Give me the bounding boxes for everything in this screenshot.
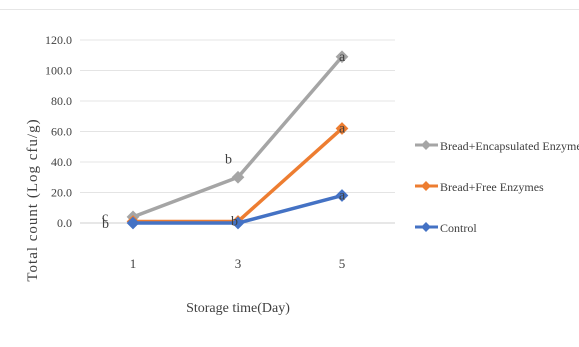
data-point-marker [335, 122, 349, 135]
data-point-marker [231, 170, 245, 184]
significance-label: c [102, 210, 108, 225]
y-tick-label: 80.0 [51, 94, 72, 108]
data-point-marker [231, 216, 245, 230]
legend-label: Bread+Encapsulated Enzymes [440, 139, 579, 153]
significance-label: a [339, 189, 346, 204]
y-tick-label: 20.0 [51, 186, 72, 200]
legend-swatch-marker [421, 181, 431, 191]
y-tick-label: 100.0 [45, 64, 72, 78]
y-tick-label: 0.0 [57, 216, 72, 230]
data-point-marker [335, 50, 349, 64]
y-tick-label: 40.0 [51, 155, 72, 169]
x-tick-label: 3 [235, 256, 242, 271]
y-axis-title: Total count (Log cfu/g) [25, 118, 41, 281]
legend-label: Control [440, 221, 477, 235]
data-point-marker [335, 189, 349, 202]
data-point-marker [126, 216, 140, 230]
significance-label: a [339, 121, 346, 136]
top-border [0, 9, 579, 10]
legend-swatch-marker [421, 140, 431, 150]
x-tick-label: 5 [339, 256, 346, 271]
significance-label: a [339, 50, 346, 65]
significance-label: b [225, 152, 232, 167]
legend-swatch-marker [421, 222, 431, 232]
x-tick-label: 1 [130, 256, 137, 271]
legend-label: Bread+Free Enzymes [440, 180, 544, 194]
significance-label: b [102, 217, 109, 232]
y-tick-label: 60.0 [51, 125, 72, 139]
significance-label: b [231, 214, 238, 229]
x-axis-title: Storage time(Day) [186, 301, 290, 316]
y-tick-label: 120.0 [45, 33, 72, 47]
